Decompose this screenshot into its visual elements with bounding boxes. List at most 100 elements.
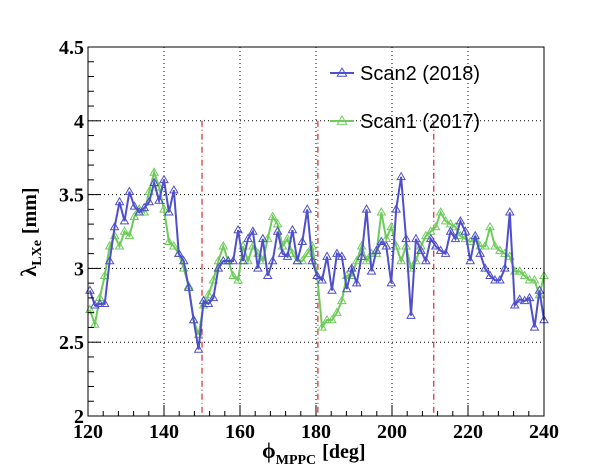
data-point (480, 263, 490, 272)
data-point (99, 270, 110, 280)
legend: Scan2 (2018) Scan1 (2017) (330, 63, 480, 133)
data-point (203, 289, 214, 299)
data-point (297, 236, 308, 246)
data-point (159, 204, 169, 213)
data-point (440, 215, 451, 225)
series-scan2-2018- (85, 171, 549, 353)
data-point (396, 255, 406, 265)
y-tick-label: 4 (74, 111, 84, 133)
data-point (396, 171, 406, 181)
data-point (302, 248, 313, 257)
data-point (243, 255, 253, 265)
data-point (248, 226, 258, 235)
data-point (332, 307, 342, 316)
data-point (109, 221, 120, 231)
data-point (416, 245, 426, 254)
data-point (154, 182, 164, 191)
data-point (302, 204, 313, 213)
data-point (381, 241, 392, 250)
data-point (524, 292, 535, 302)
data-point (267, 211, 278, 220)
data-point (307, 255, 318, 265)
data-point (366, 266, 377, 275)
data-point (183, 282, 194, 291)
data-point (282, 251, 293, 260)
data-point (292, 255, 303, 265)
svg-text:λLXe[mm]: λLXe [mm] (16, 187, 45, 276)
data-point (119, 215, 130, 225)
legend-entry: Scan2 (2018) (330, 63, 480, 85)
axis-ticks: 120 140 160 180 200 220 240 2 2.5 3 3.5 4 4.5 (59, 37, 559, 443)
x-tick-label: 240 (529, 421, 559, 443)
data-point (129, 211, 140, 220)
data-point (391, 204, 402, 213)
data-point (277, 248, 288, 257)
data-point (411, 233, 421, 243)
y-tick-label: 4.5 (59, 37, 84, 59)
data-point (435, 245, 446, 254)
data-point (406, 263, 416, 272)
data-point (233, 275, 243, 284)
data-point (173, 248, 184, 257)
data-point (124, 186, 135, 195)
data-point (332, 248, 342, 257)
data-point (420, 230, 431, 240)
data-point (336, 251, 347, 260)
data-point (376, 236, 387, 246)
data-point (223, 255, 234, 265)
data-point (267, 255, 278, 265)
data-point (262, 233, 273, 243)
data-point (425, 233, 436, 243)
data-point (386, 221, 397, 231)
data-point (406, 310, 416, 319)
data-point (361, 255, 372, 265)
y-axis-subscript: LXe (30, 240, 45, 266)
data-point (455, 230, 466, 240)
data-point (495, 245, 505, 254)
data-point (317, 322, 327, 331)
data-point (351, 277, 362, 287)
reference-lines (201, 120, 435, 416)
data-point (450, 233, 461, 243)
data-point (159, 174, 169, 184)
data-point (514, 294, 525, 303)
data-point (119, 226, 130, 235)
data-point (104, 255, 115, 265)
data-point (351, 255, 362, 265)
data-point (312, 270, 322, 280)
data-point (430, 241, 441, 250)
data-point (297, 255, 308, 265)
x-tick-label: 120 (73, 421, 103, 443)
y-tick-label: 3.5 (59, 185, 84, 207)
data-point (228, 270, 239, 280)
data-point (519, 270, 530, 280)
data-point (287, 224, 298, 234)
data-point (139, 207, 150, 216)
legend-label: Scan1 (2017) (360, 111, 480, 133)
data-point (465, 255, 476, 265)
data-point (475, 248, 486, 257)
data-point (114, 196, 125, 206)
data-point (529, 322, 540, 331)
data-point (361, 204, 372, 213)
data-point (169, 184, 179, 194)
data-point (356, 251, 367, 260)
data-point (178, 255, 189, 265)
x-tick-label: 200 (377, 421, 407, 443)
legend-entry: Scan1 (2017) (330, 111, 480, 133)
y-axis-unit: [mm] (19, 187, 41, 234)
data-point (509, 300, 520, 309)
data-point (346, 263, 357, 272)
data-point (341, 283, 352, 293)
y-tick-label: 3 (74, 258, 84, 280)
x-axis-symbol: ϕ (262, 438, 276, 463)
data-point (435, 207, 446, 216)
y-tick-label: 2.5 (59, 332, 84, 354)
data-point (188, 314, 199, 324)
data-point (470, 233, 481, 243)
data-point (430, 221, 441, 231)
legend-marker (336, 66, 348, 77)
data-point (89, 319, 100, 328)
x-tick-label: 220 (453, 421, 483, 443)
